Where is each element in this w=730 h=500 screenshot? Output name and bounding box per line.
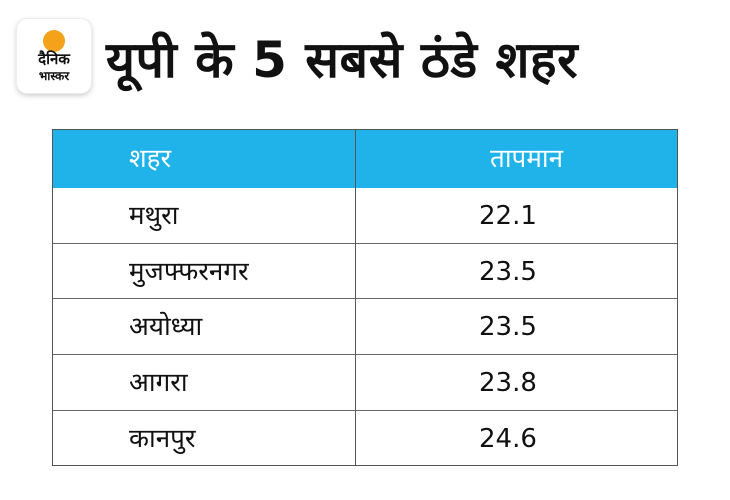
city-cell: कानपुर — [129, 424, 196, 454]
temperature-table: शहर तापमान मथुरा 22.1 मुजफ्फरनगर 23.5 अय… — [52, 129, 678, 466]
logo-text-line2: भास्कर — [38, 69, 70, 83]
table-row: आगरा 23.8 — [53, 354, 677, 410]
city-cell: आगरा — [129, 368, 188, 398]
sun-icon — [43, 30, 65, 52]
temperature-cell: 23.8 — [479, 368, 537, 398]
header-temperature: तापमान — [490, 144, 564, 174]
column-divider — [355, 130, 356, 465]
logo-text-line1: दैनिक — [38, 50, 70, 68]
header-city: शहर — [129, 144, 172, 174]
table-row: मुजफ्फरनगर 23.5 — [53, 243, 677, 299]
temperature-cell: 24.6 — [479, 424, 537, 454]
city-cell: मुजफ्फरनगर — [129, 257, 249, 287]
table-header: शहर तापमान — [53, 130, 677, 188]
table-row: मथुरा 22.1 — [53, 188, 677, 244]
city-cell: मथुरा — [129, 201, 179, 231]
table-row: कानपुर 24.6 — [53, 410, 677, 466]
temperature-cell: 23.5 — [479, 312, 537, 342]
table-row: अयोध्या 23.5 — [53, 298, 677, 354]
temperature-cell: 22.1 — [479, 201, 537, 231]
city-cell: अयोध्या — [129, 312, 203, 342]
dainik-bhaskar-logo: दैनिक भास्कर — [17, 19, 91, 93]
temperature-cell: 23.5 — [479, 257, 537, 287]
page-title: यूपी के 5 सबसे ठंडे शहर — [106, 31, 579, 89]
